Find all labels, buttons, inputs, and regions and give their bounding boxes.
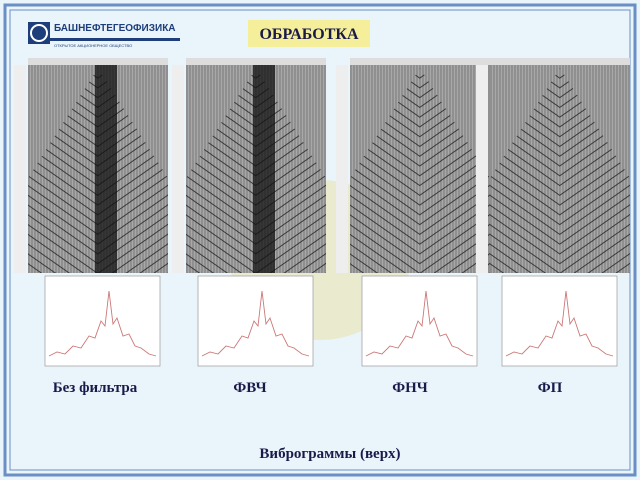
panel-label: Без фильтра	[53, 380, 138, 396]
gather-image	[172, 58, 326, 273]
gather-image	[14, 58, 168, 273]
gather-image	[336, 58, 490, 273]
noise-band	[253, 65, 275, 273]
panel-label: ФНЧ	[392, 380, 428, 396]
frame	[3, 3, 637, 477]
spectrum-image	[361, 275, 478, 367]
logo-text: БАШНЕФТЕГЕОФИЗИКА	[54, 23, 176, 34]
gather-image	[476, 58, 630, 273]
title-box	[248, 20, 370, 47]
caption: Виброграммы (верх)	[259, 446, 400, 462]
frame-inner	[9, 9, 631, 471]
title: ОБРАБОТКА	[259, 26, 358, 43]
logo: БАШНЕФТЕГЕОФИЗИКА ОТКРЫТОЕ АКЦИОНЕРНОЕ О…	[28, 22, 180, 48]
panel-label: ФВЧ	[233, 380, 266, 396]
spectrum-image	[501, 275, 618, 367]
spectrum-image	[197, 275, 314, 367]
logo-subtitle: ОТКРЫТОЕ АКЦИОНЕРНОЕ ОБЩЕСТВО	[54, 43, 132, 48]
noise-band	[95, 65, 117, 273]
spectrum-image	[44, 275, 161, 367]
panel-label: ФП	[538, 380, 563, 396]
